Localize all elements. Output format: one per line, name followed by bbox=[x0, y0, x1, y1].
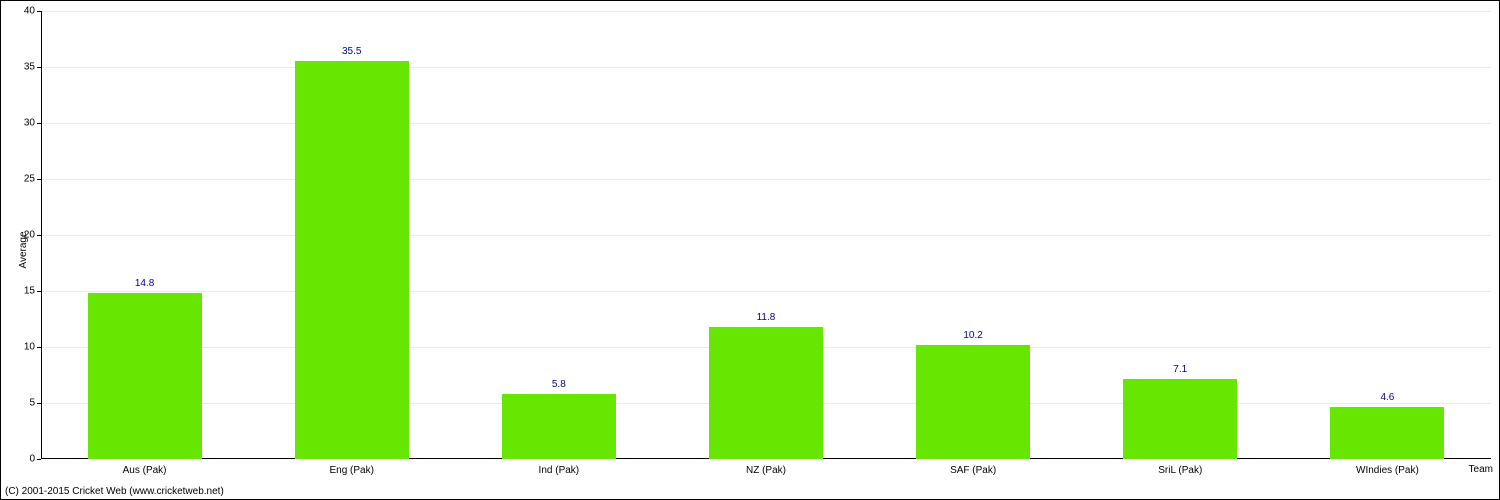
bar-value-label: 35.5 bbox=[342, 46, 361, 57]
bar: 10.2 bbox=[916, 345, 1030, 459]
y-axis-label: Average bbox=[18, 231, 29, 268]
x-tick-label: Ind (Pak) bbox=[539, 465, 580, 476]
bar: 35.5 bbox=[295, 61, 409, 459]
x-tick-label: NZ (Pak) bbox=[746, 465, 786, 476]
bar: 11.8 bbox=[709, 327, 823, 459]
bars-area: 14.8Aus (Pak)35.5Eng (Pak)5.8Ind (Pak)11… bbox=[41, 11, 1491, 459]
y-tick-mark bbox=[37, 459, 41, 460]
y-tick-label: 0 bbox=[29, 454, 35, 465]
bar-value-label: 11.8 bbox=[757, 312, 776, 323]
y-tick-label: 10 bbox=[24, 342, 35, 353]
chart-container: 0510152025303540 14.8Aus (Pak)35.5Eng (P… bbox=[0, 0, 1500, 500]
y-tick-label: 25 bbox=[24, 174, 35, 185]
bar-value-label: 7.1 bbox=[1173, 364, 1187, 375]
x-tick-label: Aus (Pak) bbox=[123, 465, 167, 476]
y-tick-label: 30 bbox=[24, 118, 35, 129]
x-tick-label: SAF (Pak) bbox=[950, 465, 996, 476]
bar-slot: 4.6WIndies (Pak) bbox=[1284, 11, 1491, 459]
y-tick-label: 15 bbox=[24, 286, 35, 297]
y-tick-label: 40 bbox=[24, 6, 35, 17]
x-axis-label: Team bbox=[1469, 464, 1493, 475]
bar-slot: 11.8NZ (Pak) bbox=[662, 11, 869, 459]
y-tick-label: 5 bbox=[29, 398, 35, 409]
bar: 5.8 bbox=[502, 394, 616, 459]
bar-slot: 10.2SAF (Pak) bbox=[870, 11, 1077, 459]
bar-slot: 14.8Aus (Pak) bbox=[41, 11, 248, 459]
copyright-text: (C) 2001-2015 Cricket Web (www.cricketwe… bbox=[5, 486, 224, 497]
plot-area: 0510152025303540 14.8Aus (Pak)35.5Eng (P… bbox=[41, 11, 1491, 459]
x-tick-label: WIndies (Pak) bbox=[1356, 465, 1419, 476]
x-tick-label: SriL (Pak) bbox=[1158, 465, 1202, 476]
x-tick-label: Eng (Pak) bbox=[329, 465, 373, 476]
bar-slot: 5.8Ind (Pak) bbox=[455, 11, 662, 459]
bar-slot: 35.5Eng (Pak) bbox=[248, 11, 455, 459]
bar-value-label: 5.8 bbox=[552, 379, 566, 390]
bar-slot: 7.1SriL (Pak) bbox=[1077, 11, 1284, 459]
bar-value-label: 14.8 bbox=[135, 278, 154, 289]
bar-value-label: 10.2 bbox=[963, 330, 982, 341]
bar: 4.6 bbox=[1330, 407, 1444, 459]
bar: 7.1 bbox=[1123, 379, 1237, 459]
bar: 14.8 bbox=[88, 293, 202, 459]
bar-value-label: 4.6 bbox=[1380, 392, 1394, 403]
y-tick-label: 35 bbox=[24, 62, 35, 73]
